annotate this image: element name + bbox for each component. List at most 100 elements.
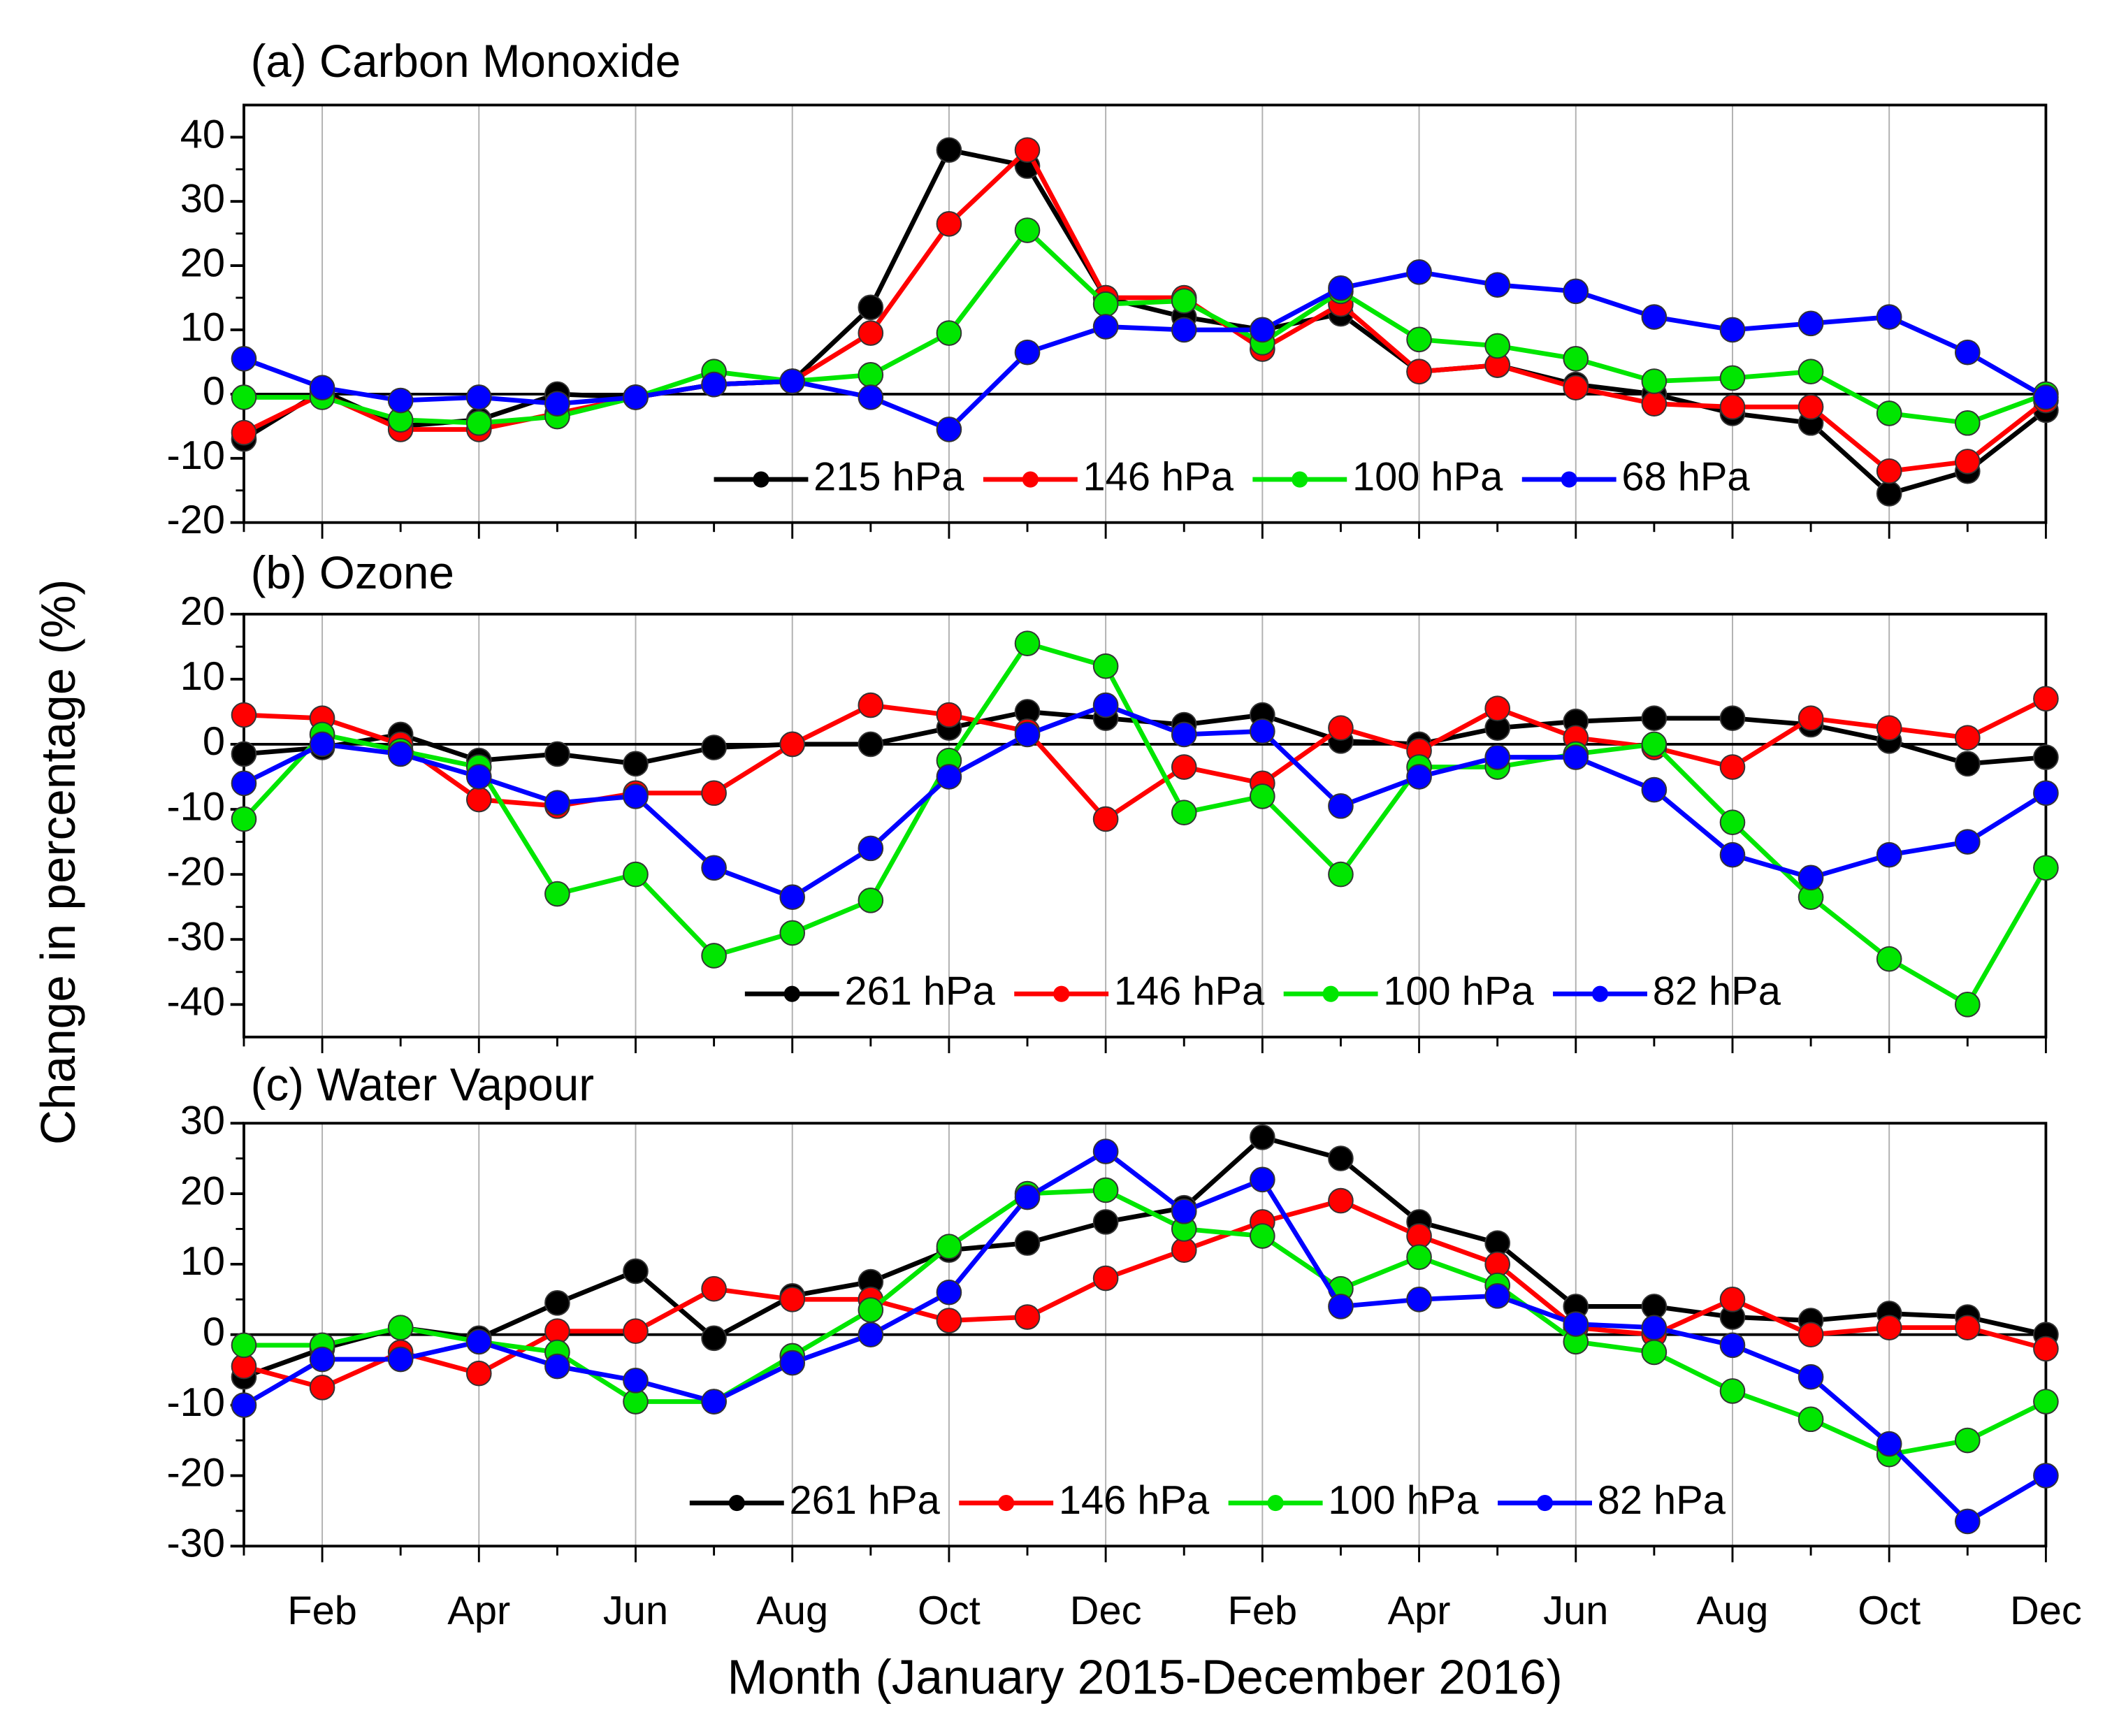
data-point (1798, 1406, 1824, 1433)
data-point (1563, 375, 1589, 401)
data-point (623, 1318, 649, 1344)
data-point (1406, 1244, 1432, 1271)
legend-label: 261 hPa (789, 1478, 940, 1523)
data-point (1563, 744, 1589, 770)
data-point (2033, 1389, 2059, 1415)
panel-title: (b) Ozone (251, 547, 454, 598)
data-point (1092, 806, 1119, 832)
data-point (465, 764, 492, 790)
data-point (544, 790, 570, 816)
y-tick-label: -40 (166, 980, 225, 1025)
legend-label: 82 hPa (1598, 1478, 1726, 1523)
data-point (1014, 630, 1041, 656)
data-point (1406, 1286, 1432, 1312)
data-point (1954, 1508, 1981, 1535)
data-point (231, 346, 257, 372)
legend-marker (783, 985, 800, 1002)
data-point (701, 780, 727, 806)
data-point (1328, 1187, 1354, 1214)
y-tick-label: -10 (166, 1380, 225, 1425)
data-point (1876, 1431, 1902, 1457)
data-point (858, 1297, 884, 1323)
data-point (231, 419, 257, 446)
series-line (243, 1187, 2047, 1457)
y-tick-label: -20 (166, 1451, 225, 1496)
legend-label: 100 hPa (1383, 969, 1534, 1013)
data-point (1484, 1282, 1510, 1309)
x-tick-label: Dec (1070, 1589, 1142, 1633)
data-point (1484, 695, 1510, 722)
data-point (1798, 310, 1824, 337)
data-point (544, 1353, 570, 1380)
data-point (1798, 359, 1824, 385)
data-point (858, 384, 884, 410)
data-point (623, 861, 649, 888)
data-point (544, 1290, 570, 1316)
x-tick-label: Apr (1388, 1589, 1451, 1633)
data-point (1719, 393, 1746, 420)
data-point (544, 391, 570, 417)
data-point (779, 1350, 806, 1376)
series-line (243, 1198, 2047, 1390)
data-point (1954, 829, 1981, 855)
y-tick-label: 20 (180, 1169, 225, 1213)
y-tick-label: 0 (203, 369, 225, 414)
data-point (544, 741, 570, 767)
legend-label: 146 hPa (1114, 969, 1265, 1013)
data-point (858, 835, 884, 862)
legend-label: 261 hPa (844, 969, 995, 1013)
plot-frame (243, 103, 2048, 524)
data-point (1719, 365, 1746, 391)
x-tick-label: Feb (1228, 1589, 1298, 1633)
data-point (1954, 339, 1981, 366)
data-point (1092, 653, 1119, 679)
data-point (1641, 731, 1668, 758)
data-point (1719, 317, 1746, 343)
data-point (936, 417, 962, 442)
data-point (1250, 317, 1275, 343)
data-point (1250, 1166, 1275, 1193)
data-point (1954, 991, 1981, 1018)
series-line (243, 1134, 2047, 1380)
data-point (2033, 1336, 2059, 1362)
data-point (465, 1360, 492, 1387)
series-line (242, 640, 2048, 1008)
data-point (465, 1329, 492, 1355)
data-point (936, 211, 962, 237)
data-point (544, 881, 570, 907)
data-point (701, 735, 727, 760)
data-point (701, 371, 727, 398)
data-point (465, 384, 492, 410)
data-point (231, 741, 257, 767)
legend-label: 68 hPa (1621, 454, 1750, 499)
panel: (b) Ozone -40 -30 -20 -10 0 10 20 261 hPa 146 hPa… (31, 547, 2059, 1145)
data-point (1954, 449, 1981, 475)
y-tick-label: 10 (180, 1239, 225, 1284)
legend-marker (998, 1495, 1015, 1512)
data-point (1328, 275, 1354, 301)
data-point (936, 320, 962, 346)
panel-title: (c) Water Vapour (251, 1059, 595, 1110)
data-point (309, 375, 335, 401)
legend-label: 215 hPa (813, 454, 964, 499)
data-point (1641, 705, 1668, 732)
data-point (1250, 718, 1275, 744)
data-point (1171, 288, 1197, 314)
data-point (1798, 393, 1824, 420)
data-point (701, 1389, 727, 1415)
data-point (1250, 783, 1275, 809)
series-line (243, 702, 2048, 900)
y-tick-label: -20 (166, 849, 225, 894)
x-axis-label: Month (January 2015-December 2016) (728, 1649, 1563, 1704)
data-point (623, 751, 649, 777)
x-tick-label: Feb (287, 1589, 357, 1633)
y-tick-label: 10 (180, 305, 225, 349)
data-point (1014, 721, 1041, 748)
y-tick-label: 20 (180, 240, 225, 285)
data-point (701, 943, 727, 969)
data-point (1014, 1230, 1041, 1256)
data-point (1563, 346, 1589, 372)
data-point (1014, 1304, 1041, 1330)
legend-marker (1292, 471, 1308, 488)
data-point (701, 855, 727, 881)
